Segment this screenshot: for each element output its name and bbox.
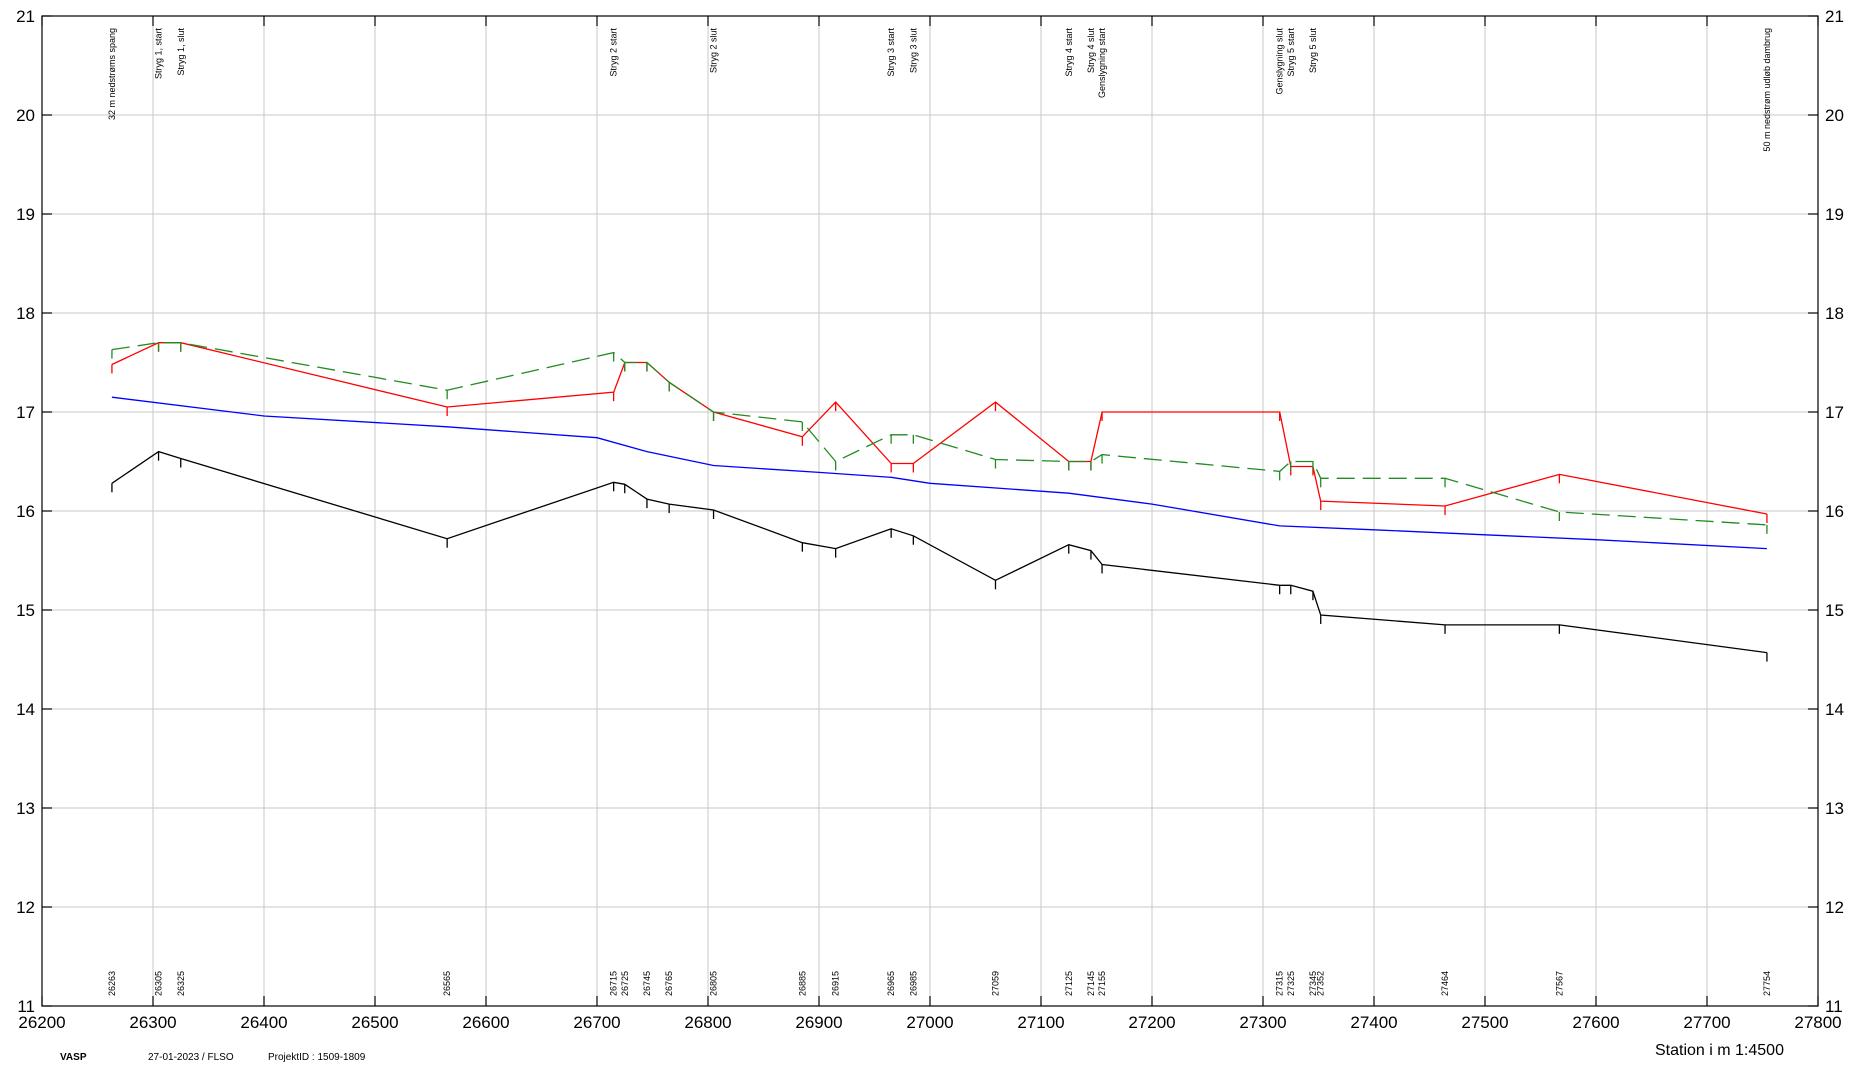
grid-layer [41,15,1819,1007]
y-tick-label-right: 15 [1825,601,1844,620]
y-tick-label-right: 21 [1825,7,1844,26]
annotation-label: Stryg 1, start [154,28,164,80]
footer-vasp: VASP [60,1052,87,1063]
alt-water-level-line [111,342,1767,526]
y-tick-label-left: 18 [16,304,35,323]
station-label: 26765 [664,971,674,996]
station-label: 26805 [709,971,719,996]
annotation-label: Genslygning start [1097,28,1107,99]
y-tick-label-right: 13 [1825,799,1844,818]
station-label: 26565 [442,971,452,996]
y-tick-label-right: 19 [1825,205,1844,224]
y-tick-label-right: 18 [1825,304,1844,323]
y-tick-label-left: 14 [16,700,35,719]
y-tick-label-left: 20 [16,106,35,125]
annotation-label: Stryg 5 slut [1308,28,1318,74]
annotation-label: Stryg 1, slut [176,28,186,76]
y-tick-label-right: 11 [1825,997,1843,1016]
station-label: 26725 [620,971,630,996]
x-tick-label: 27700 [1683,1013,1730,1032]
y-tick-label-right: 20 [1825,106,1844,125]
annotation-label: Genslygning slut [1275,28,1285,95]
annotation-label: Stryg 3 start [886,28,896,77]
x-tick-label: 26400 [240,1013,287,1032]
annotation-label: Stryg 5 start [1286,28,1296,77]
station-label: 27325 [1286,971,1296,996]
series-layer [111,342,1768,662]
station-label: 27567 [1554,971,1564,996]
station-label: 26885 [797,971,807,996]
station-label: 26965 [886,971,896,996]
annotation-label: Stryg 4 start [1064,28,1074,77]
y-tick-label-left: 11 [17,997,35,1016]
model-line [111,396,1767,550]
station-label: 26745 [642,971,652,996]
y-tick-label-left: 15 [16,601,35,620]
x-tick-label: 27000 [906,1013,953,1032]
y-tick-label-right: 14 [1825,700,1844,719]
label-layer: 26263 26305 26325 26565 26715 26725 26745 26765… [107,28,1772,996]
station-label: 27155 [1097,971,1107,996]
x-tick-label: 26200 [18,1013,65,1032]
station-label: 27125 [1064,971,1074,996]
station-label: 27315 [1275,971,1285,996]
y-tick-label-left: 13 [16,799,35,818]
annotation-label: Stryg 3 slut [908,28,918,74]
x-tick-label: 27200 [1128,1013,1175,1032]
station-label: 27059 [990,971,1000,996]
y-tick-label-left: 16 [16,502,35,521]
y-tick-label-left: 17 [16,403,35,422]
x-tick-label: 26600 [462,1013,509,1032]
y-tick-label-left: 12 [16,898,35,917]
station-label: 27145 [1086,971,1096,996]
bed-profile-line [111,450,1767,654]
x-tick-label: 27400 [1350,1013,1397,1032]
x-tick-label: 27300 [1239,1013,1286,1032]
station-label: 26915 [831,971,841,996]
station-label: 27352 [1316,971,1326,996]
annotation-label: Stryg 4 slut [1086,28,1096,74]
station-label: 26305 [154,971,164,996]
footer-project-id: ProjektID : 1509-1809 [268,1052,366,1063]
y-tick-label-right: 16 [1825,502,1844,521]
x-tick-label: 27800 [1794,1013,1841,1032]
station-label: 27464 [1440,971,1450,996]
station-label: 26715 [609,971,619,996]
x-axis-label: Station i m 1:4500 [1655,1042,1784,1059]
x-tick-label: 27100 [1017,1013,1064,1032]
annotation-label: 50 m nedstrøm udløb dambrug [1762,28,1772,152]
x-tick-label: 27500 [1461,1013,1508,1032]
station-label: 27345 [1308,971,1318,996]
x-tick-label: 26800 [684,1013,731,1032]
footer-date: 27-01-2023 / FLSO [148,1052,234,1063]
y-tick-label-right: 12 [1825,898,1844,917]
x-tick-label: 26500 [351,1013,398,1032]
station-label: 26263 [107,971,117,996]
x-tick-label: 27600 [1572,1013,1619,1032]
station-label: 26325 [176,971,186,996]
x-tick-label: 26300 [129,1013,176,1032]
annotation-label: Stryg 2 start [609,28,619,77]
station-label: 27754 [1762,971,1772,996]
axis-layer: 26200 26300 26400 26500 26600 26700 26800 26900… [16,7,1844,1032]
y-tick-label-left: 19 [16,205,35,224]
station-label: 26985 [908,971,918,996]
y-tick-label-right: 17 [1825,403,1844,422]
x-tick-label: 26900 [795,1013,842,1032]
y-tick-label-left: 21 [16,7,35,26]
annotation-label: 32 m nedstrøms spang [107,28,117,120]
water-level-line [111,342,1768,515]
x-tick-label: 26700 [573,1013,620,1032]
annotation-label: Stryg 2 slut [709,28,719,74]
